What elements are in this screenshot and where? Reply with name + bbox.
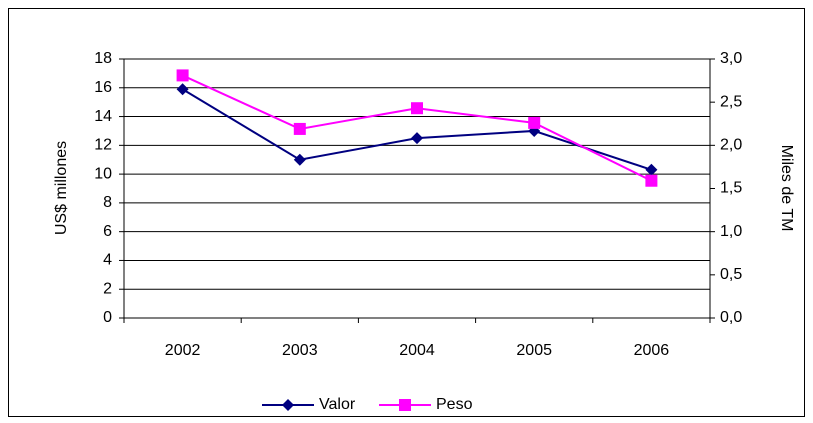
legend-label: Peso: [436, 396, 473, 413]
y-tick-label: 14: [94, 108, 112, 125]
marker: [282, 399, 294, 411]
y-tick-label: 2: [103, 280, 112, 297]
marker: [176, 83, 189, 96]
x-tick-label: 2005: [516, 342, 552, 359]
y2-tick-label: 2,0: [720, 137, 742, 154]
y2-tick-label: 0,5: [720, 266, 742, 283]
y-tick-label: 18: [94, 50, 112, 67]
y-tick-label: 0: [103, 309, 112, 326]
y2-tick-label: 2,5: [720, 93, 742, 110]
y-tick-label: 4: [103, 252, 112, 269]
y2-tick-label: 3,0: [720, 50, 742, 67]
y-axis-title: US$ millones: [53, 141, 70, 235]
marker: [411, 132, 423, 145]
marker: [176, 69, 189, 82]
legend-label: Valor: [319, 396, 356, 413]
marker: [293, 153, 306, 166]
x-tick-label: 2006: [634, 342, 670, 359]
y2-tick-label: 0,0: [720, 309, 742, 326]
x-tick-label: 2003: [282, 342, 318, 359]
y-tick-label: 6: [103, 223, 112, 240]
marker: [411, 102, 423, 115]
marker: [293, 122, 306, 135]
marker: [645, 174, 658, 187]
x-tick-label: 2004: [399, 342, 435, 359]
marker: [399, 399, 411, 411]
y2-tick-label: 1,0: [720, 223, 742, 240]
marker: [645, 163, 658, 176]
y2-tick-label: 1,5: [720, 180, 742, 197]
marker: [528, 116, 541, 129]
y-tick-label: 10: [94, 165, 112, 182]
y-tick-label: 16: [94, 79, 112, 96]
y-tick-label: 8: [103, 194, 112, 211]
y2-axis-title: Miles de TM: [778, 145, 795, 232]
y-tick-label: 12: [94, 137, 112, 154]
x-tick-label: 2002: [165, 342, 201, 359]
chart-border: [8, 8, 805, 417]
